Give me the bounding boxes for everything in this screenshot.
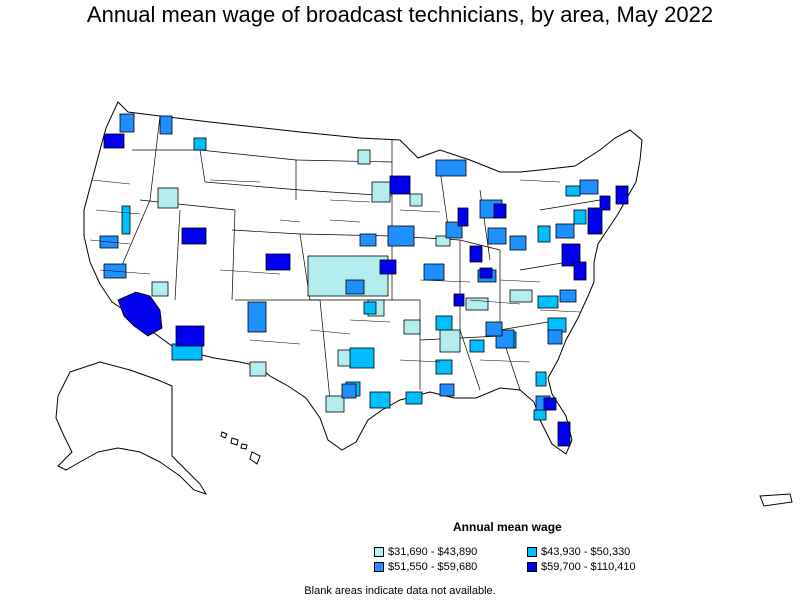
region-idaho-east — [157, 187, 179, 209]
region-wa-seattle — [119, 113, 135, 133]
region-minneapolis — [389, 175, 411, 195]
legend-item-1: $31,690 - $43,890 — [374, 546, 477, 558]
legend-label-1: $31,690 - $43,890 — [388, 546, 478, 558]
region-mt-a — [121, 205, 131, 235]
wage-regions — [99, 113, 629, 447]
region-fl-b — [533, 409, 547, 421]
footnote: Blank areas indicate data not available. — [304, 585, 496, 597]
legend-label-2: $43,930 - $50,330 — [541, 546, 631, 558]
legend-label-3: $51,550 - $59,680 — [388, 561, 478, 573]
region-tx-south — [325, 395, 345, 413]
legend-swatch-3 — [374, 562, 384, 572]
region-kc — [379, 259, 397, 275]
region-chicago — [457, 207, 469, 227]
region-tn — [465, 297, 489, 311]
region-mn-a — [359, 233, 377, 247]
region-tx-west — [249, 361, 267, 377]
region-ny-c — [599, 195, 611, 211]
region-tx-sa — [341, 383, 357, 399]
region-louisville — [479, 267, 493, 279]
region-oh-b — [509, 235, 527, 251]
region-detroit — [493, 203, 507, 219]
region-nevada — [151, 281, 169, 297]
region-wa-east — [193, 137, 207, 151]
legend-item-3: $51,550 - $59,680 — [374, 561, 477, 573]
region-wi — [409, 193, 423, 207]
region-ky — [509, 289, 533, 303]
legend-item-2: $43,930 - $50,330 — [527, 546, 630, 558]
region-southern-california — [117, 291, 163, 337]
region-tn-a — [435, 315, 453, 331]
legend-swatch-4 — [527, 562, 537, 572]
region-fl-a — [535, 371, 547, 387]
region-nm — [247, 301, 267, 333]
region-mo-a — [423, 263, 445, 281]
legend-label-4: $59,700 - $110,410 — [541, 561, 636, 573]
legend-swatch-1 — [374, 547, 384, 557]
region-indy — [469, 245, 483, 263]
region-va-west — [537, 225, 551, 243]
region-tx-dallas — [349, 347, 375, 369]
region-dc-baltimore — [561, 243, 581, 267]
region-oh — [573, 209, 587, 225]
region-pa — [555, 223, 575, 239]
region-ms — [439, 329, 461, 353]
region-nc-a — [537, 295, 559, 309]
region-sc — [547, 329, 563, 345]
region-fl-d — [543, 397, 557, 411]
area-boundaries — [89, 179, 581, 363]
puerto-rico — [759, 493, 793, 507]
region-mi-up — [435, 159, 467, 177]
region-nc-c — [559, 289, 577, 303]
region-la-b — [439, 383, 455, 397]
region-boston — [615, 185, 629, 205]
region-ia — [435, 235, 451, 247]
region-tx-houston — [369, 391, 391, 409]
alaska-outline — [55, 361, 208, 495]
region-ar — [403, 319, 421, 335]
region-al — [469, 339, 485, 353]
region-denver — [265, 253, 291, 271]
region-nyc-philly — [587, 207, 603, 235]
hawaii-islands — [220, 431, 261, 465]
legend-title: Annual mean wage — [453, 520, 562, 534]
legend-item-4: $59,700 - $110,410 — [527, 561, 636, 573]
region-ny-b — [579, 179, 599, 195]
region-va-east — [573, 261, 587, 281]
region-in — [487, 227, 507, 245]
region-sd — [371, 181, 391, 203]
region-portland — [103, 133, 125, 149]
region-ms-b — [453, 293, 465, 307]
region-phoenix — [175, 325, 205, 347]
map-title: Annual mean wage of broadcast technician… — [86, 2, 714, 27]
region-miami — [557, 421, 571, 447]
region-ok — [363, 301, 377, 315]
region-nd — [357, 149, 371, 165]
region-la — [405, 391, 423, 405]
legend-swatch-2 — [527, 547, 537, 557]
region-salt-lake — [181, 227, 207, 245]
region-ar-b — [435, 359, 453, 375]
region-tn-c — [485, 321, 503, 337]
region-ks-b — [345, 279, 365, 295]
region-wa-b — [159, 115, 173, 135]
region-ny-a — [565, 185, 581, 197]
region-ia-b — [387, 225, 415, 247]
